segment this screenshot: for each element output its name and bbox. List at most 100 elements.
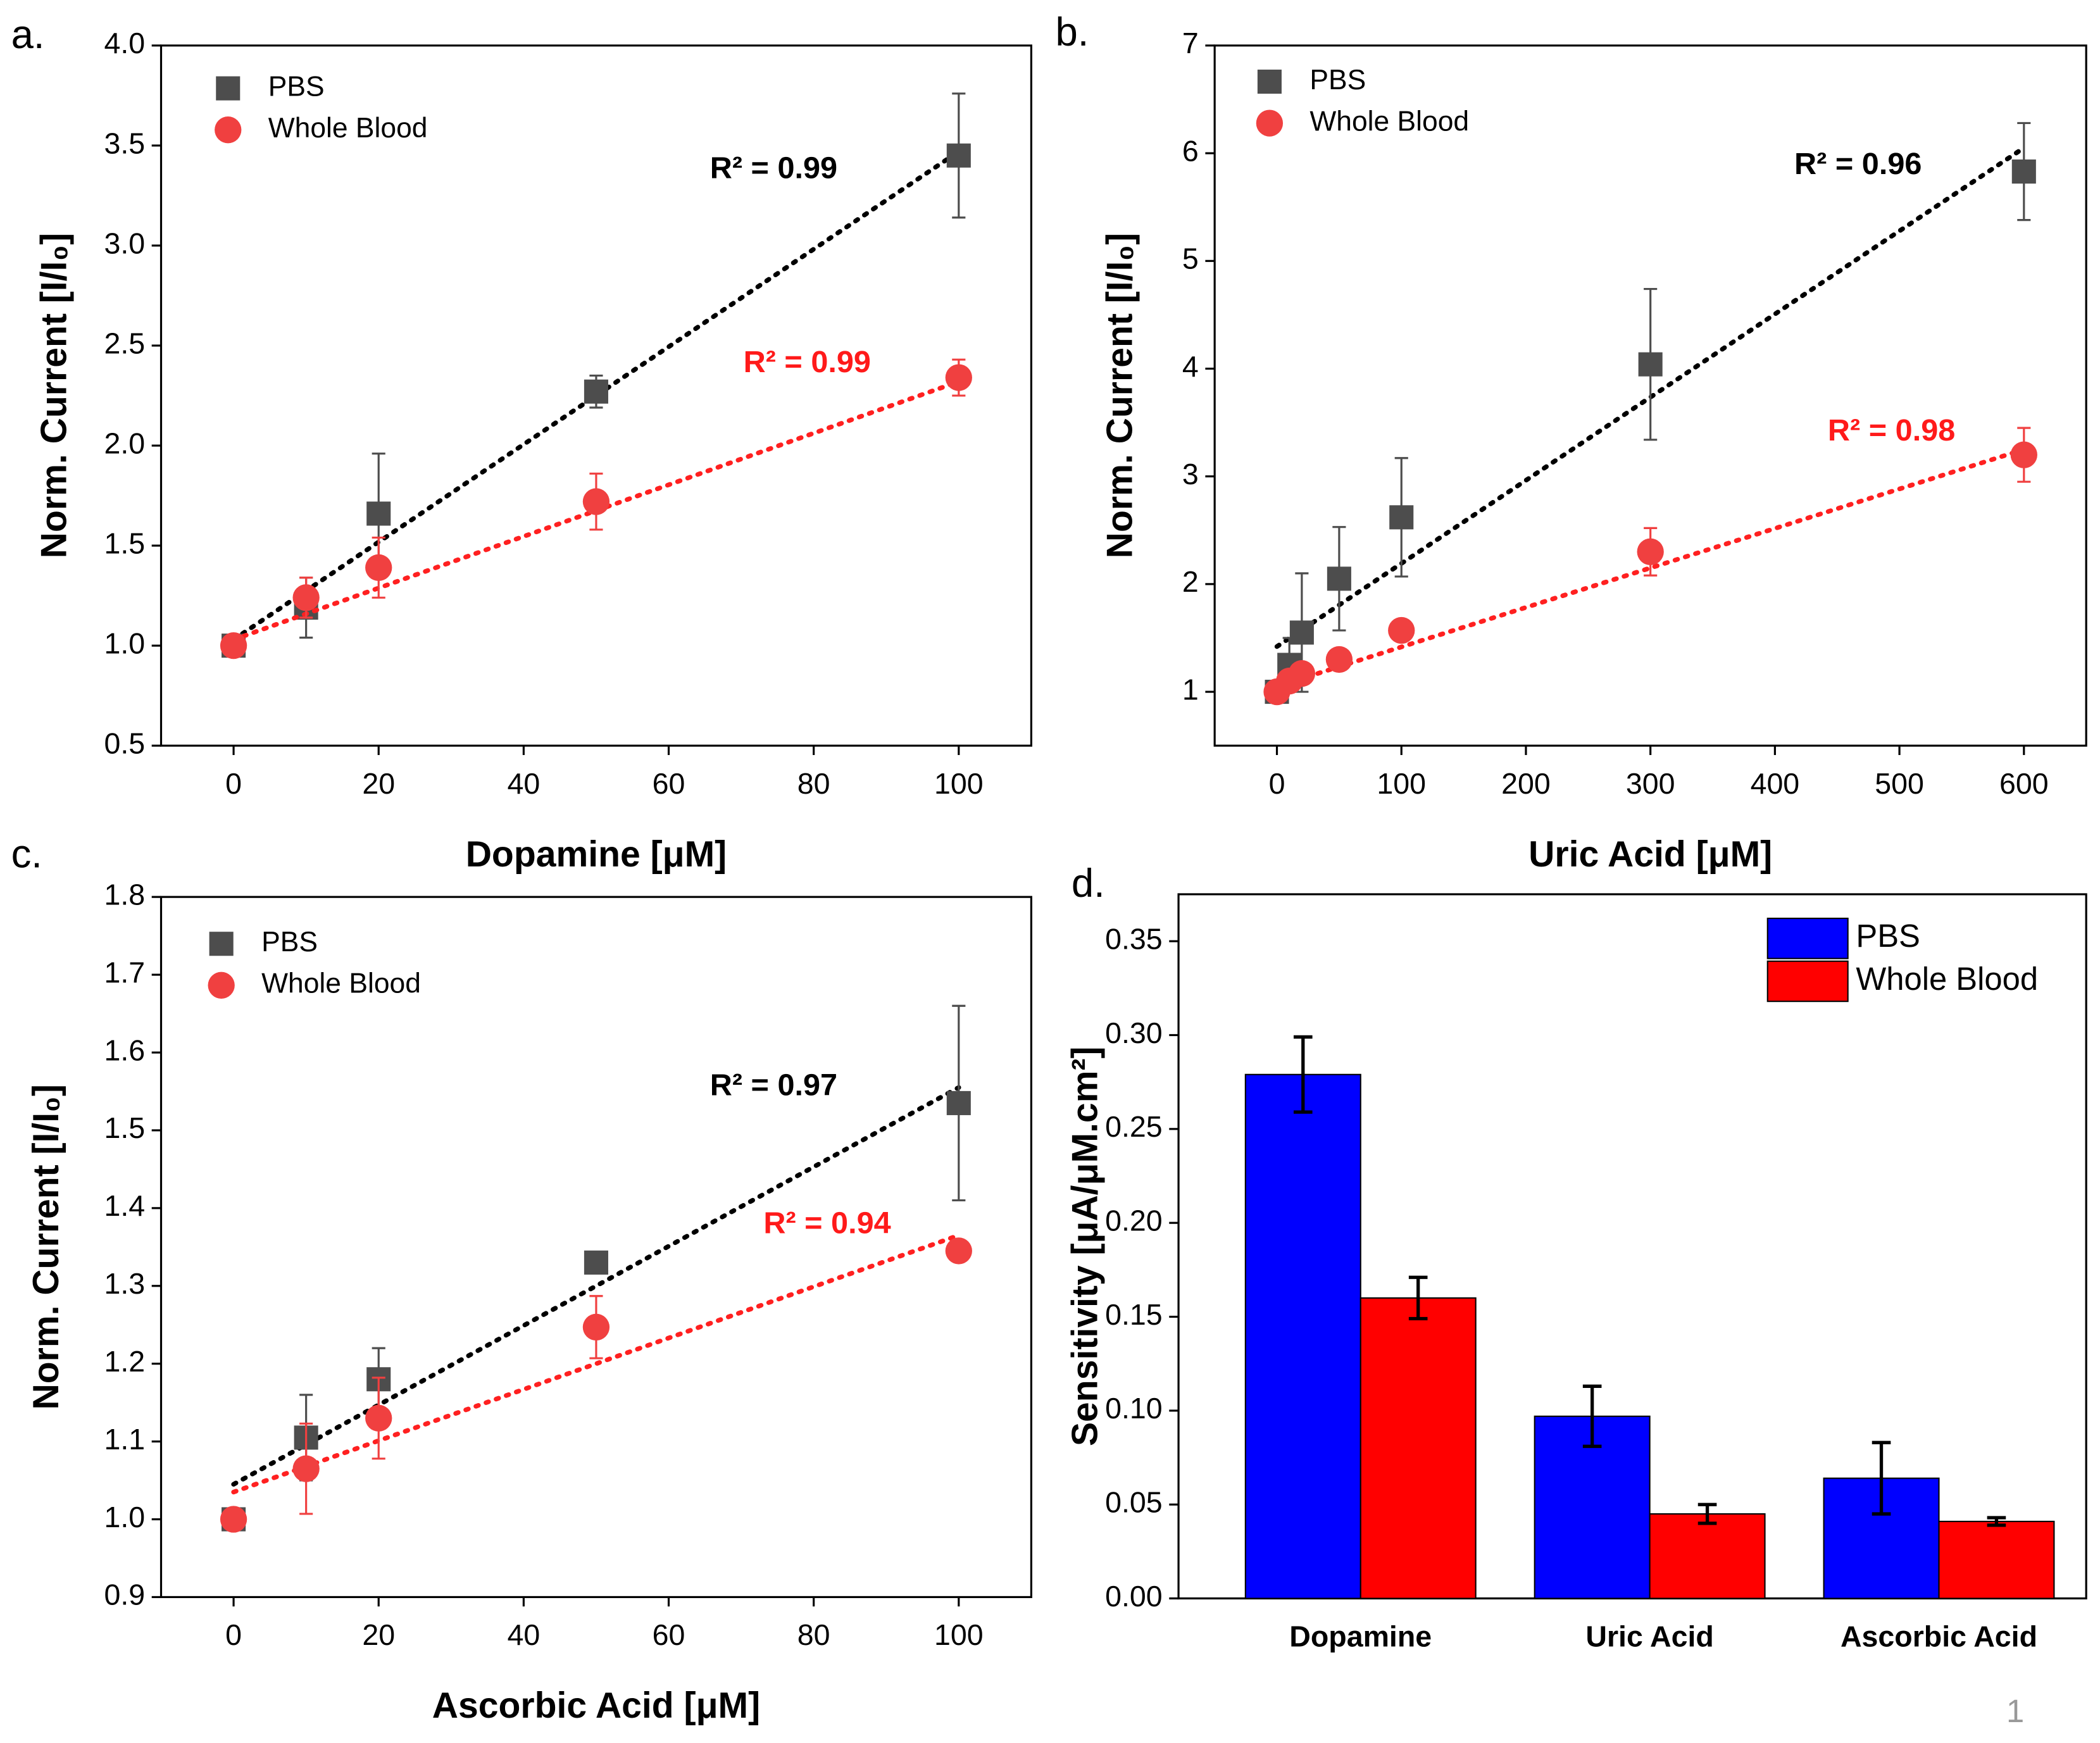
y-tick-label: 2 bbox=[1182, 565, 1199, 598]
y-tick-label: 1.2 bbox=[104, 1345, 145, 1378]
annotation: R² = 0.99 bbox=[744, 345, 871, 379]
annotation: R² = 0.99 bbox=[710, 151, 837, 185]
annotation: R² = 0.96 bbox=[1794, 147, 1922, 181]
data-point bbox=[945, 1237, 972, 1265]
y-tick-label: 3.0 bbox=[104, 227, 145, 259]
page-number: 1 bbox=[2006, 1693, 2024, 1729]
legend-marker bbox=[209, 932, 234, 956]
data-point bbox=[1638, 352, 1663, 377]
legend-label: Whole Blood bbox=[1856, 961, 2038, 997]
x-tick-label: 200 bbox=[1501, 767, 1551, 800]
y-tick-label: 0.25 bbox=[1105, 1110, 1163, 1143]
annotation: R² = 0.97 bbox=[710, 1068, 837, 1102]
y-tick-label: 4.0 bbox=[104, 27, 145, 59]
error-bar bbox=[1987, 1516, 2006, 1527]
legend-label: Whole Blood bbox=[261, 968, 421, 999]
y-tick-label: 0.30 bbox=[1105, 1016, 1163, 1049]
data-point bbox=[946, 1090, 971, 1115]
data-point bbox=[292, 1455, 320, 1482]
y-tick-label: 4 bbox=[1182, 350, 1199, 383]
data-point bbox=[365, 554, 392, 582]
y-tick-label: 0.00 bbox=[1105, 1580, 1163, 1613]
legend-label: PBS bbox=[268, 71, 325, 102]
y-tick-label: 0.15 bbox=[1105, 1298, 1163, 1331]
x-tick-label: 400 bbox=[1751, 767, 1800, 800]
y-tick-label: 0.9 bbox=[104, 1578, 145, 1611]
error-bar bbox=[1293, 1035, 1313, 1114]
legend-marker bbox=[1256, 109, 1284, 137]
x-tick-label: 40 bbox=[507, 1618, 540, 1651]
annotation: R² = 0.94 bbox=[763, 1206, 891, 1240]
panel-label: c. bbox=[11, 832, 42, 876]
data-point bbox=[292, 584, 320, 611]
x-tick-label: 20 bbox=[362, 1618, 395, 1651]
y-tick-label: 0.35 bbox=[1105, 922, 1163, 955]
x-tick-label: 40 bbox=[507, 767, 540, 800]
data-point bbox=[1289, 620, 1314, 645]
y-axis-label: Sensitivity [μA/μM.cm²] bbox=[1065, 1046, 1105, 1446]
y-tick-label: 1.8 bbox=[104, 878, 145, 911]
legend-label: PBS bbox=[261, 927, 318, 958]
x-axis-label: Dopamine [μM] bbox=[466, 834, 727, 875]
data-point bbox=[1327, 566, 1351, 591]
x-tick-label: 80 bbox=[797, 767, 830, 800]
data-point bbox=[220, 632, 247, 659]
annotation: R² = 0.98 bbox=[1828, 413, 1955, 447]
x-tick-label: 300 bbox=[1626, 767, 1675, 800]
legend-marker bbox=[208, 971, 235, 999]
data-point bbox=[582, 488, 610, 515]
error-bar bbox=[1582, 1384, 1602, 1448]
y-tick-label: 3.5 bbox=[104, 127, 145, 159]
legend-marker bbox=[216, 76, 241, 101]
y-axis-label: Norm. Current [I/I₀] bbox=[26, 1084, 66, 1409]
y-tick-label: 6 bbox=[1182, 134, 1199, 167]
data-point bbox=[584, 1250, 608, 1275]
y-tick-label: 1.5 bbox=[104, 1111, 145, 1144]
data-point bbox=[1388, 616, 1415, 644]
x-tick-label: 500 bbox=[1875, 767, 1924, 800]
x-tick-label: 80 bbox=[797, 1618, 830, 1651]
x-tick-label: 600 bbox=[1999, 767, 2049, 800]
panel-label: d. bbox=[1072, 861, 1105, 906]
panel-label: b. bbox=[1055, 10, 1089, 54]
x-tick-label: 60 bbox=[653, 767, 685, 800]
data-point bbox=[2011, 159, 2036, 184]
y-tick-label: 1.6 bbox=[104, 1034, 145, 1066]
data-point bbox=[365, 1404, 392, 1432]
y-tick-label: 1.5 bbox=[104, 527, 145, 559]
x-tick-label: 0 bbox=[225, 1618, 242, 1651]
y-tick-label: 0.5 bbox=[104, 727, 145, 759]
x-tick-label: 100 bbox=[1377, 767, 1426, 800]
y-tick-label: 0.10 bbox=[1105, 1392, 1163, 1425]
y-axis-label: Norm. Current [I/I₀] bbox=[1099, 233, 1140, 558]
data-point bbox=[220, 1506, 247, 1533]
y-tick-label: 1.7 bbox=[104, 956, 145, 989]
x-axis-label: Uric Acid [μM] bbox=[1528, 834, 1772, 875]
data-point bbox=[584, 379, 608, 404]
x-tick-label: 0 bbox=[225, 767, 242, 800]
x-tick-label: 100 bbox=[934, 767, 984, 800]
y-tick-label: 2.0 bbox=[104, 427, 145, 459]
legend-marker bbox=[1257, 69, 1282, 94]
data-point bbox=[366, 501, 391, 526]
y-tick-label: 5 bbox=[1182, 242, 1199, 275]
bar bbox=[1938, 1520, 2055, 1599]
error-bar bbox=[1697, 1502, 1717, 1525]
legend-marker bbox=[215, 116, 242, 144]
legend-label: PBS bbox=[1856, 918, 1920, 954]
x-tick-label: 20 bbox=[362, 767, 395, 800]
plot-frame bbox=[159, 44, 1032, 747]
plot-frame bbox=[159, 896, 1032, 1599]
trend-line bbox=[231, 1085, 961, 1487]
data-point bbox=[945, 364, 972, 391]
panel-label: a. bbox=[11, 13, 45, 57]
data-point bbox=[582, 1313, 610, 1341]
data-point bbox=[2010, 441, 2037, 468]
data-point bbox=[1288, 659, 1316, 687]
y-tick-label: 1.3 bbox=[104, 1267, 145, 1300]
legend-label: Whole Blood bbox=[1309, 106, 1469, 137]
bar bbox=[1359, 1297, 1477, 1599]
y-tick-label: 3 bbox=[1182, 458, 1199, 490]
data-point bbox=[1389, 505, 1414, 530]
